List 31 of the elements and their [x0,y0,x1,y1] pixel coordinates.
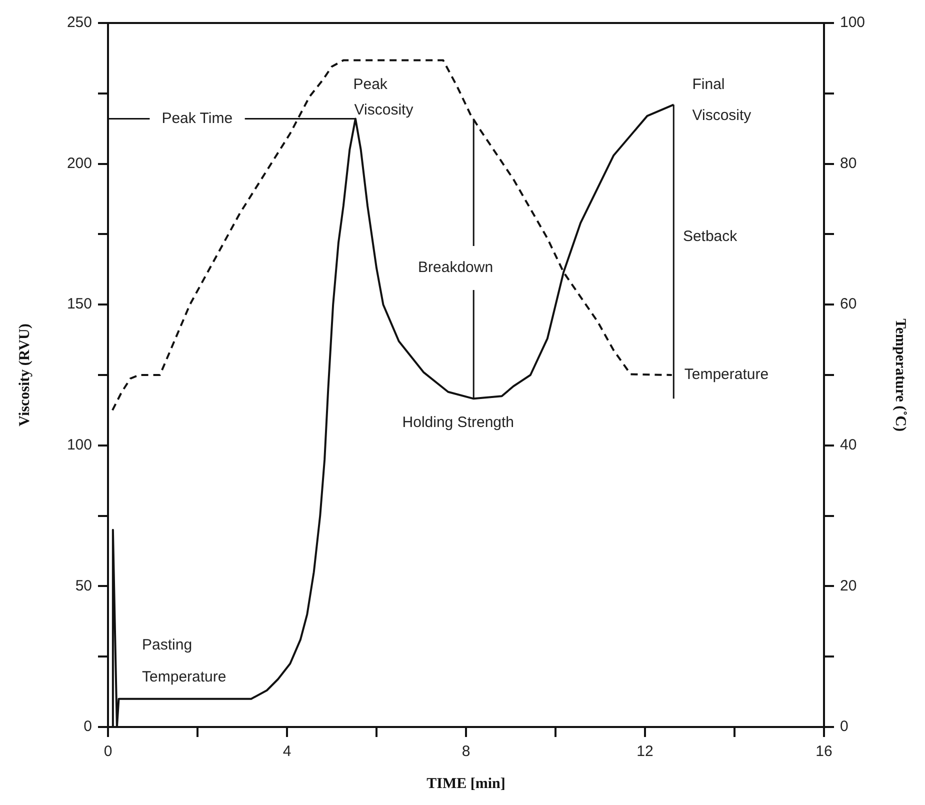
x-tick-label: 8 [462,743,470,760]
y2-tick-label: 20 [840,577,857,594]
y2-tick-label: 60 [840,296,857,313]
y-tick-label: 100 [66,436,92,454]
x-axis-title: TIME [min] [426,776,506,792]
y2-tick-label: 80 [840,154,857,172]
annotation: Peak [353,76,388,94]
y-axis-title: Viscosity (RVU) [16,324,33,426]
y-tick-label: 50 [75,577,92,594]
x-tick-label: 16 [816,743,832,760]
x-tick-label: 4 [282,743,292,760]
annotation: Final [692,76,725,94]
annotation: Temperature [142,668,226,686]
y-tick-label: 250 [66,14,92,32]
y-tick-label: 200 [66,154,92,172]
y-tick-label: 150 [66,296,92,313]
annotation: Breakdown [418,259,494,276]
annotation: Holding Strength [402,414,514,432]
y2-tick-label: 100 [840,14,866,32]
y2-axis-title: Temperature (˚C) [892,318,908,432]
annotation: Pasting [142,636,192,654]
annotation: Peak Time [162,110,233,127]
y2-tick-label: 40 [840,436,857,454]
annotation: Setback [682,228,738,246]
y2-tick-label: 0 [840,718,848,736]
y-tick-label: 0 [84,718,92,736]
annotation: Viscosity [692,107,752,124]
annotation: Viscosity [354,101,414,118]
annotation: Temperature [684,366,769,384]
x-tick-label: 12 [636,743,654,760]
x-tick-label: 0 [104,743,112,760]
